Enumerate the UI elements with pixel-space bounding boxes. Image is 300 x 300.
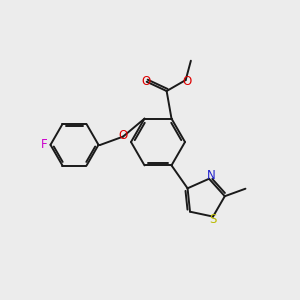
Text: O: O [141, 75, 150, 88]
Text: S: S [209, 213, 217, 226]
Text: N: N [207, 169, 215, 182]
Text: O: O [182, 74, 191, 88]
Text: O: O [118, 129, 128, 142]
Text: F: F [41, 138, 47, 151]
